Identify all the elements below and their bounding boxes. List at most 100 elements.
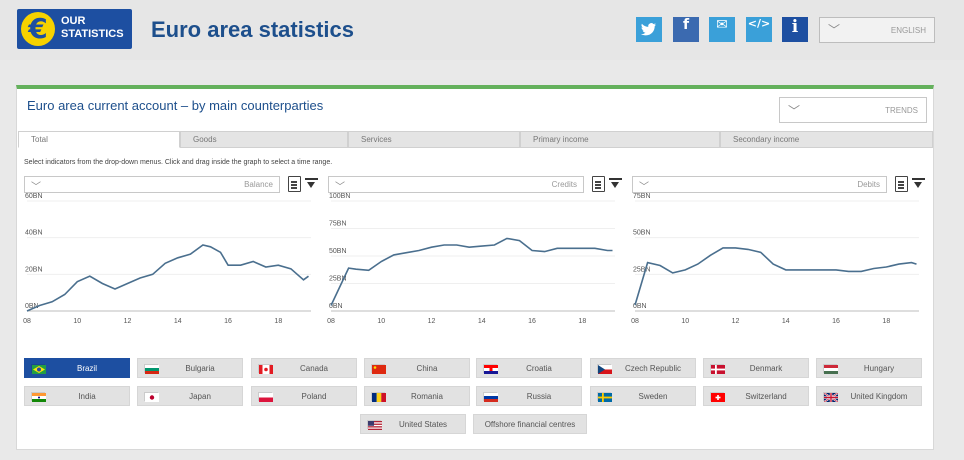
country-button-china[interactable]: China bbox=[364, 358, 470, 378]
download-menu-icon[interactable] bbox=[305, 178, 318, 190]
indicator-select-1[interactable]: ﹀ Balance bbox=[24, 176, 280, 193]
chevron-down-icon: ﹀ bbox=[31, 182, 41, 193]
country-label: Offshore financial centres bbox=[484, 420, 576, 429]
country-button-czech-republic[interactable]: Czech Republic bbox=[590, 358, 696, 378]
twitter-icon[interactable] bbox=[636, 17, 662, 42]
info-icon[interactable]: i bbox=[782, 17, 808, 42]
country-button-switzerland[interactable]: Switzerland bbox=[703, 386, 809, 406]
country-button-canada[interactable]: Canada bbox=[251, 358, 357, 378]
indicator-select-2[interactable]: ﹀ Credits bbox=[328, 176, 584, 193]
chevron-down-icon: ﹀ bbox=[788, 104, 801, 118]
flag-switzerland-icon bbox=[710, 392, 725, 402]
indicator-select-3[interactable]: ﹀ Debits bbox=[632, 176, 887, 193]
download-menu-icon[interactable] bbox=[912, 178, 925, 190]
flag-india-icon bbox=[31, 392, 46, 402]
chevron-down-icon: ﹀ bbox=[639, 182, 649, 193]
tab-total[interactable]: Total bbox=[18, 131, 180, 148]
country-button-croatia[interactable]: Croatia bbox=[476, 358, 582, 378]
flag-japan-icon bbox=[144, 392, 159, 402]
country-button-poland[interactable]: Poland bbox=[251, 386, 357, 406]
country-label: China bbox=[416, 364, 438, 373]
country-button-offshore-financial-centres[interactable]: Offshore financial centres bbox=[473, 414, 587, 434]
country-button-russia[interactable]: Russia bbox=[476, 386, 582, 406]
x-tick-label: 16 bbox=[832, 318, 840, 325]
language-value: ENGLISH bbox=[890, 26, 926, 35]
country-label: Japan bbox=[189, 392, 211, 401]
debits-chart[interactable]: 0BN 25BN 50BN 75BN 08 10 12 14 16 18 bbox=[629, 193, 925, 333]
tab-services[interactable]: Services bbox=[348, 131, 520, 148]
x-tick-label: 16 bbox=[224, 318, 232, 325]
country-button-sweden[interactable]: Sweden bbox=[590, 386, 696, 406]
flag-bulgaria-icon bbox=[144, 364, 159, 374]
country-label: India bbox=[78, 392, 96, 401]
chevron-down-icon: ﹀ bbox=[828, 23, 841, 37]
credits-chart[interactable]: 0BN 25BN 50BN 75BN 100BN 08 10 12 14 16 18 bbox=[325, 193, 621, 333]
series-line bbox=[330, 237, 613, 306]
x-tick-label: 14 bbox=[782, 318, 790, 325]
country-button-united-states[interactable]: United States bbox=[360, 414, 466, 434]
series-line bbox=[26, 244, 309, 312]
country-label: Hungary bbox=[863, 364, 895, 373]
y-tick-label: 20BN bbox=[25, 266, 43, 273]
x-tick-label: 08 bbox=[327, 318, 335, 325]
country-button-bulgaria[interactable]: Bulgaria bbox=[137, 358, 243, 378]
y-tick-label: 75BN bbox=[633, 193, 651, 200]
country-label: Romania bbox=[410, 392, 443, 401]
email-icon[interactable]: ✉ bbox=[709, 17, 735, 42]
flag-hungary-icon bbox=[823, 364, 838, 374]
flag-canada-icon bbox=[258, 364, 273, 374]
country-label: Bulgaria bbox=[185, 364, 215, 373]
x-tick-label: 18 bbox=[274, 318, 282, 325]
flag-china-icon bbox=[371, 364, 386, 374]
country-button-brazil[interactable]: Brazil bbox=[24, 358, 130, 378]
tab-bar: Total Goods Services Primary income Seco… bbox=[18, 131, 933, 148]
flag-sweden-icon bbox=[597, 392, 612, 402]
y-tick-label: 40BN bbox=[25, 230, 43, 237]
country-label: United Kingdom bbox=[850, 392, 908, 401]
y-tick-label: 50BN bbox=[633, 230, 651, 237]
logo-line-1: OUR bbox=[61, 15, 86, 27]
country-button-japan[interactable]: Japan bbox=[137, 386, 243, 406]
flag-united-states-icon bbox=[367, 420, 382, 430]
download-menu-icon[interactable] bbox=[609, 178, 622, 190]
tab-goods[interactable]: Goods bbox=[180, 131, 348, 148]
flag-russia-icon bbox=[483, 392, 498, 402]
x-tick-label: 10 bbox=[377, 318, 385, 325]
country-label: Czech Republic bbox=[624, 364, 682, 373]
country-button-india[interactable]: India bbox=[24, 386, 130, 406]
data-table-icon[interactable] bbox=[288, 176, 301, 192]
country-button-romania[interactable]: Romania bbox=[364, 386, 470, 406]
tab-primary-income[interactable]: Primary income bbox=[520, 131, 720, 148]
indicator-select-2-value: Credits bbox=[551, 180, 577, 189]
data-table-icon[interactable] bbox=[592, 176, 605, 192]
language-select[interactable]: ﹀ ENGLISH bbox=[819, 17, 935, 43]
data-table-icon[interactable] bbox=[895, 176, 908, 192]
country-button-united-kingdom[interactable]: United Kingdom bbox=[816, 386, 922, 406]
embed-code-icon[interactable]: </> bbox=[746, 17, 772, 42]
series-line bbox=[634, 247, 917, 306]
tab-secondary-income[interactable]: Secondary income bbox=[720, 131, 933, 148]
logo-text: OUR STATISTICS bbox=[61, 15, 131, 41]
y-tick-label: 0BN bbox=[25, 303, 39, 310]
our-statistics-logo[interactable]: € OUR STATISTICS bbox=[17, 9, 132, 49]
country-button-hungary[interactable]: Hungary bbox=[816, 358, 922, 378]
indicator-select-3-value: Debits bbox=[857, 180, 880, 189]
y-tick-label: 0BN bbox=[329, 303, 343, 310]
facebook-icon[interactable]: f bbox=[673, 17, 699, 42]
twitter-bird-shape bbox=[641, 23, 656, 36]
balance-chart[interactable]: 0BN 20BN 40BN 60BN 08 10 12 14 16 18 bbox=[21, 193, 317, 333]
country-label: Canada bbox=[299, 364, 329, 373]
flag-brazil-icon bbox=[31, 364, 46, 374]
country-label: Switzerland bbox=[745, 392, 787, 401]
y-tick-label: 25BN bbox=[633, 266, 651, 273]
x-tick-label: 10 bbox=[681, 318, 689, 325]
flag-united-kingdom-icon bbox=[823, 392, 838, 402]
x-tick-label: 12 bbox=[428, 318, 436, 325]
country-button-denmark[interactable]: Denmark bbox=[703, 358, 809, 378]
x-tick-label: 18 bbox=[882, 318, 890, 325]
country-label: Poland bbox=[301, 392, 327, 401]
y-tick-label: 75BN bbox=[329, 221, 347, 228]
flag-denmark-icon bbox=[710, 364, 725, 374]
view-select[interactable]: ﹀ TRENDS bbox=[779, 97, 927, 123]
x-tick-label: 14 bbox=[478, 318, 486, 325]
